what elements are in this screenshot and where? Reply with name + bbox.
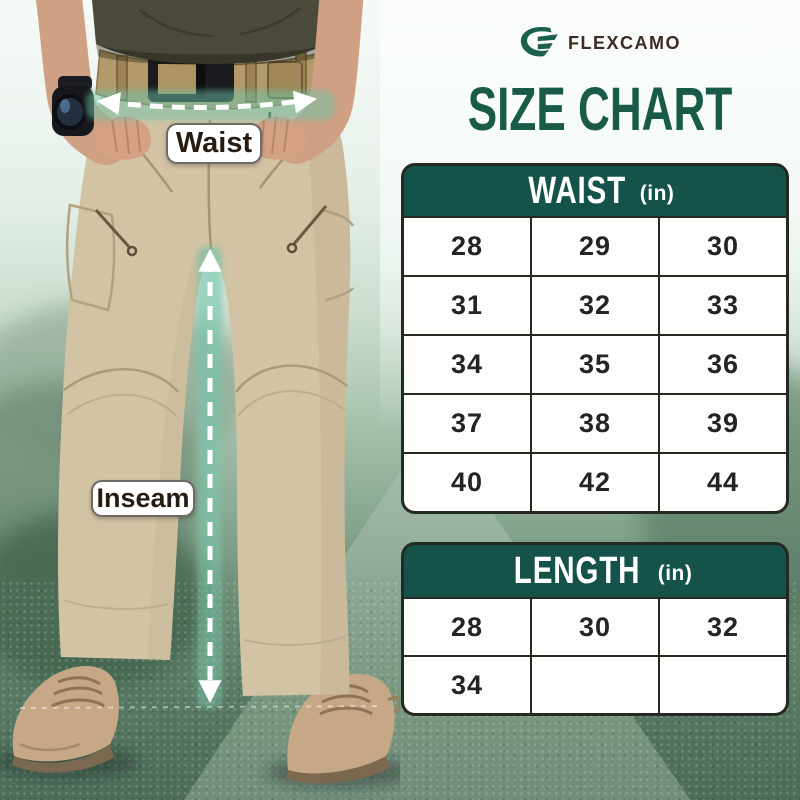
model-photo [0, 0, 400, 788]
flexcamo-monogram-icon [520, 27, 558, 57]
brand-logo: FLEXCAMO [400, 22, 800, 64]
waist-cell: 29 [532, 218, 658, 275]
inseam-label: Inseam [91, 480, 195, 517]
length-table-header: LENGTH (in) [404, 545, 786, 597]
right-hand [251, 116, 308, 160]
measurement-arrows [19, 90, 381, 709]
cargo-pants [58, 92, 355, 696]
t-shirt [92, 0, 330, 65]
page-title: SIZE CHART [467, 75, 733, 144]
inseam-label-text: Inseam [96, 483, 190, 513]
waist-cell: 34 [404, 336, 530, 393]
ground-line [19, 705, 381, 709]
waist-cell: 42 [532, 454, 658, 511]
waist-cell: 38 [532, 395, 658, 452]
waist-arrow [96, 90, 318, 116]
length-cell: 30 [532, 599, 658, 655]
waist-cell: 40 [404, 454, 530, 511]
waist-cell: 28 [404, 218, 530, 275]
length-size-table: LENGTH (in) 28 30 32 34 [401, 542, 789, 716]
length-cell [532, 657, 658, 713]
waist-table-header: WAIST (in) [404, 166, 786, 216]
waist-cell: 44 [660, 454, 786, 511]
waist-cell: 39 [660, 395, 786, 452]
waist-cell: 35 [532, 336, 658, 393]
right-boot [286, 673, 400, 784]
waist-cell: 31 [404, 277, 530, 334]
brand-name: FLEXCAMO [568, 32, 681, 53]
waist-cell: 37 [404, 395, 530, 452]
length-cell: 32 [660, 599, 786, 655]
wristwatch [52, 76, 94, 136]
waist-cell: 36 [660, 336, 786, 393]
waist-label: Waist [166, 123, 262, 164]
length-cell: 34 [404, 657, 530, 713]
waist-cell: 30 [660, 218, 786, 275]
length-cell [660, 657, 786, 713]
length-cell: 28 [404, 599, 530, 655]
waist-cell: 33 [660, 277, 786, 334]
left-hand [94, 116, 151, 160]
waist-cell: 32 [532, 277, 658, 334]
left-boot [12, 665, 119, 773]
waist-label-text: Waist [175, 127, 253, 159]
waist-size-table: WAIST (in) 28 29 30 31 32 33 34 35 36 37… [401, 163, 789, 514]
